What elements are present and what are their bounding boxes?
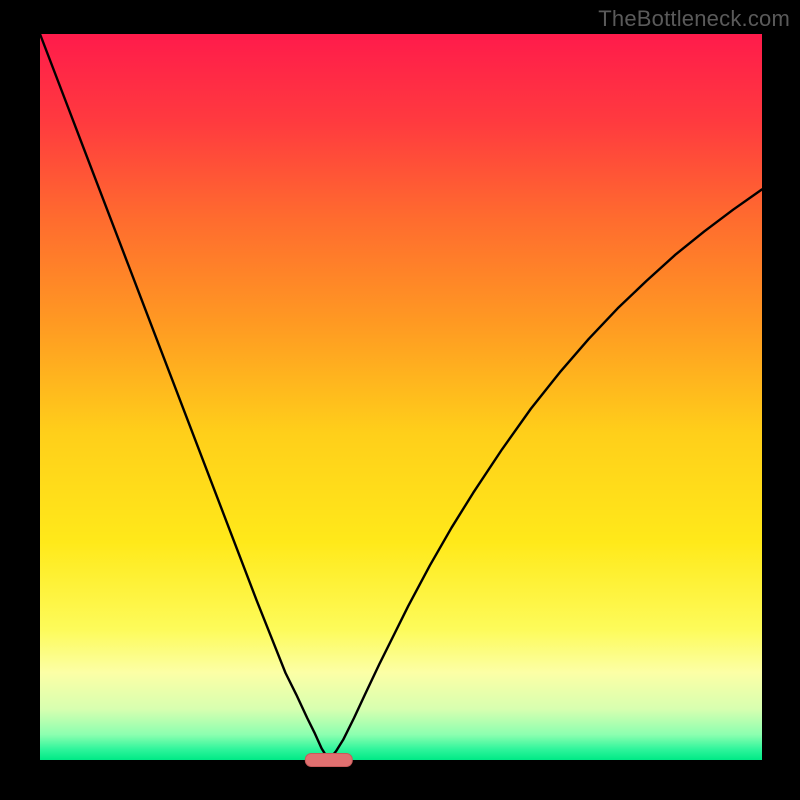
bottleneck-chart-svg	[0, 0, 800, 800]
sweet-spot-marker	[305, 753, 352, 766]
plot-background-gradient	[40, 34, 762, 760]
watermark-text: TheBottleneck.com	[598, 6, 790, 32]
chart-container: TheBottleneck.com	[0, 0, 800, 800]
